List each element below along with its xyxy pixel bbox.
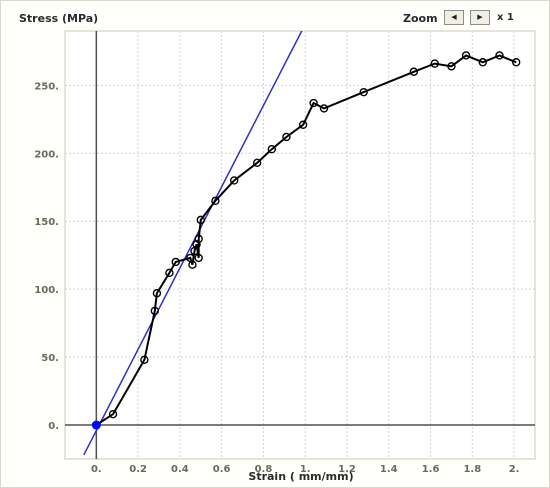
x-axis-title: Strain ( mm/mm)	[248, 470, 353, 483]
data-point	[165, 268, 174, 278]
axes	[65, 31, 535, 459]
data-point	[512, 58, 521, 67]
x-tick-label: 1.2	[338, 464, 356, 475]
y-tick-labels: 0. 50. 100. 150. 200. 250.	[34, 81, 59, 432]
x-tick-label: 2.	[509, 464, 520, 475]
y-tick-label: 150.	[34, 217, 59, 228]
data-point	[186, 253, 195, 263]
data-point	[196, 215, 205, 225]
zoom-in-button[interactable]: ▶	[470, 10, 490, 25]
data-point	[229, 176, 239, 185]
zoom-level: x 1	[497, 12, 514, 23]
origin-point	[91, 420, 101, 430]
x-tick-label: 0.2	[129, 464, 147, 475]
data-point	[194, 253, 203, 263]
y-tick-label: 100.	[34, 285, 59, 296]
data-point	[461, 51, 471, 60]
data-point	[478, 58, 487, 67]
data-point	[447, 62, 456, 71]
data-point	[190, 246, 199, 256]
y-tick-label: 50.	[41, 353, 59, 364]
data-point	[192, 240, 201, 249]
x-tick-label: 0.6	[213, 464, 231, 475]
arrow-right-icon: ▶	[477, 13, 483, 21]
plot-area	[64, 30, 536, 460]
arrow-left-icon: ◀	[451, 13, 457, 21]
data-point	[194, 234, 203, 244]
data-point	[171, 257, 180, 267]
y-tick-label: 200.	[34, 149, 59, 160]
x-tick-label: 0.8	[255, 464, 273, 475]
data-point	[319, 104, 329, 113]
x-tick-label: 0.4	[171, 464, 189, 475]
zoom-label: Zoom	[403, 12, 438, 25]
data-point	[267, 145, 276, 154]
x-tick-label: 0.	[91, 464, 102, 475]
fit-line-layer	[83, 31, 303, 456]
fit-line	[83, 31, 303, 456]
x-tick-labels: 0. 0.2 0.4 0.6 0.8 1. 1.2 1.4 1.6 1.8 2.	[91, 464, 520, 475]
data-point	[150, 306, 160, 316]
x-tick-label: 1.6	[422, 464, 440, 475]
chart-header: Stress (MPa) Zoom ◀ ▶ x 1	[1, 1, 549, 29]
y-tick-label: 0.	[48, 421, 59, 432]
data-point	[108, 409, 118, 419]
data-point	[298, 120, 308, 129]
data-point	[140, 355, 149, 365]
grid	[65, 31, 535, 459]
y-tick-label: 250.	[34, 81, 59, 92]
x-tick-label: 1.8	[463, 464, 481, 475]
data-point	[359, 87, 368, 97]
data-point	[495, 51, 504, 60]
data-point	[282, 132, 291, 142]
x-tick-label: 1.	[300, 464, 311, 475]
zoom-out-button[interactable]: ◀	[444, 10, 464, 25]
data-point	[188, 260, 197, 269]
data-series-layer	[91, 51, 521, 430]
data-point	[409, 67, 419, 76]
x-tick-label: 1.4	[380, 464, 398, 475]
data-point	[152, 289, 162, 298]
y-axis-title: Stress (MPa)	[19, 12, 99, 25]
data-point	[211, 196, 220, 206]
data-point	[430, 59, 439, 68]
data-point	[309, 98, 318, 108]
data-point	[252, 158, 262, 167]
